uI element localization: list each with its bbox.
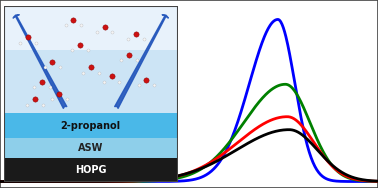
Bar bbox=[4, 6, 178, 50]
Bar bbox=[4, 6, 178, 115]
Text: ASW: ASW bbox=[78, 143, 104, 153]
Text: HOPG: HOPG bbox=[75, 165, 107, 175]
Bar bbox=[4, 138, 178, 158]
Text: 2-propanol: 2-propanol bbox=[60, 121, 121, 131]
Bar bbox=[4, 158, 178, 182]
Bar bbox=[4, 113, 178, 138]
